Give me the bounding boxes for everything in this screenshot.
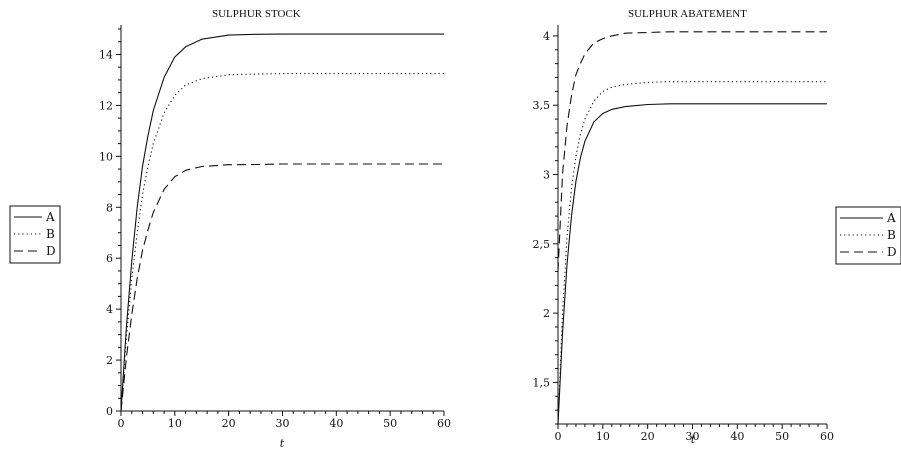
y-tick-label: 6: [106, 252, 113, 265]
y-tick-label: 4: [106, 303, 113, 316]
y-tick-label: 2: [543, 307, 550, 320]
series-line-b: [557, 81, 827, 425]
x-tick-label: 40: [329, 417, 343, 430]
y-tick-label: 8: [106, 201, 113, 214]
x-tick-label: 40: [730, 430, 744, 443]
legend-box: [835, 206, 901, 265]
x-tick-label: 20: [641, 430, 655, 443]
x-tick-label: 60: [437, 417, 451, 430]
legend: ABD: [835, 206, 901, 265]
chart-2: SULPHUR ABATEMENT 0 10 20 30 40 50 60 1,5 2 2,5 3 3,…: [533, 8, 901, 446]
x-axis-label: t: [280, 437, 285, 450]
x-tick-label: 0: [118, 417, 125, 430]
x-tick-label: 30: [276, 417, 290, 430]
legend: ABD: [9, 205, 61, 264]
y-tick-label: 3: [543, 169, 550, 182]
y-tick-label: 1,5: [533, 376, 551, 389]
series-line-d: [557, 31, 827, 272]
series-line-a: [557, 103, 827, 425]
y-tick-label: 0: [106, 405, 113, 418]
y-tick-label: 10: [99, 150, 113, 163]
x-tick-label: 10: [596, 430, 610, 443]
x-tick-label: 10: [168, 417, 182, 430]
y-tick-label: 12: [99, 99, 113, 112]
legend-label-b: B: [887, 228, 896, 242]
x-tick-label: 20: [222, 417, 236, 430]
legend-label-d: D: [46, 244, 56, 258]
legend-label-a: A: [45, 210, 55, 224]
y-tick-label: 2,5: [533, 238, 551, 251]
chart-title: SULPHUR ABATEMENT: [628, 8, 747, 20]
series-line-d: [120, 163, 444, 412]
x-tick-label: 50: [383, 417, 397, 430]
x-tick-label: 30: [686, 430, 700, 443]
x-tick-label: 50: [775, 430, 789, 443]
chart-title: SULPHUR STOCK: [212, 8, 301, 20]
legend-label-b: B: [46, 227, 55, 241]
series-line-a: [120, 33, 444, 412]
y-tick-label: 3,5: [533, 99, 551, 112]
chart-1: SULPHUR STOCK 0 10 20 30 40 50 60 0 2 4 6 8 10 12 14 t AB…: [9, 8, 451, 450]
series-line-b: [120, 73, 444, 412]
x-axis-label: t: [691, 433, 696, 446]
y-tick-label: 2: [106, 354, 113, 367]
y-tick-label: 4: [543, 30, 550, 43]
x-tick-label: 60: [820, 430, 834, 443]
legend-label-d: D: [887, 245, 897, 259]
legend-label-a: A: [886, 211, 896, 225]
y-tick-label: 14: [99, 48, 113, 61]
x-tick-label: 0: [555, 430, 562, 443]
